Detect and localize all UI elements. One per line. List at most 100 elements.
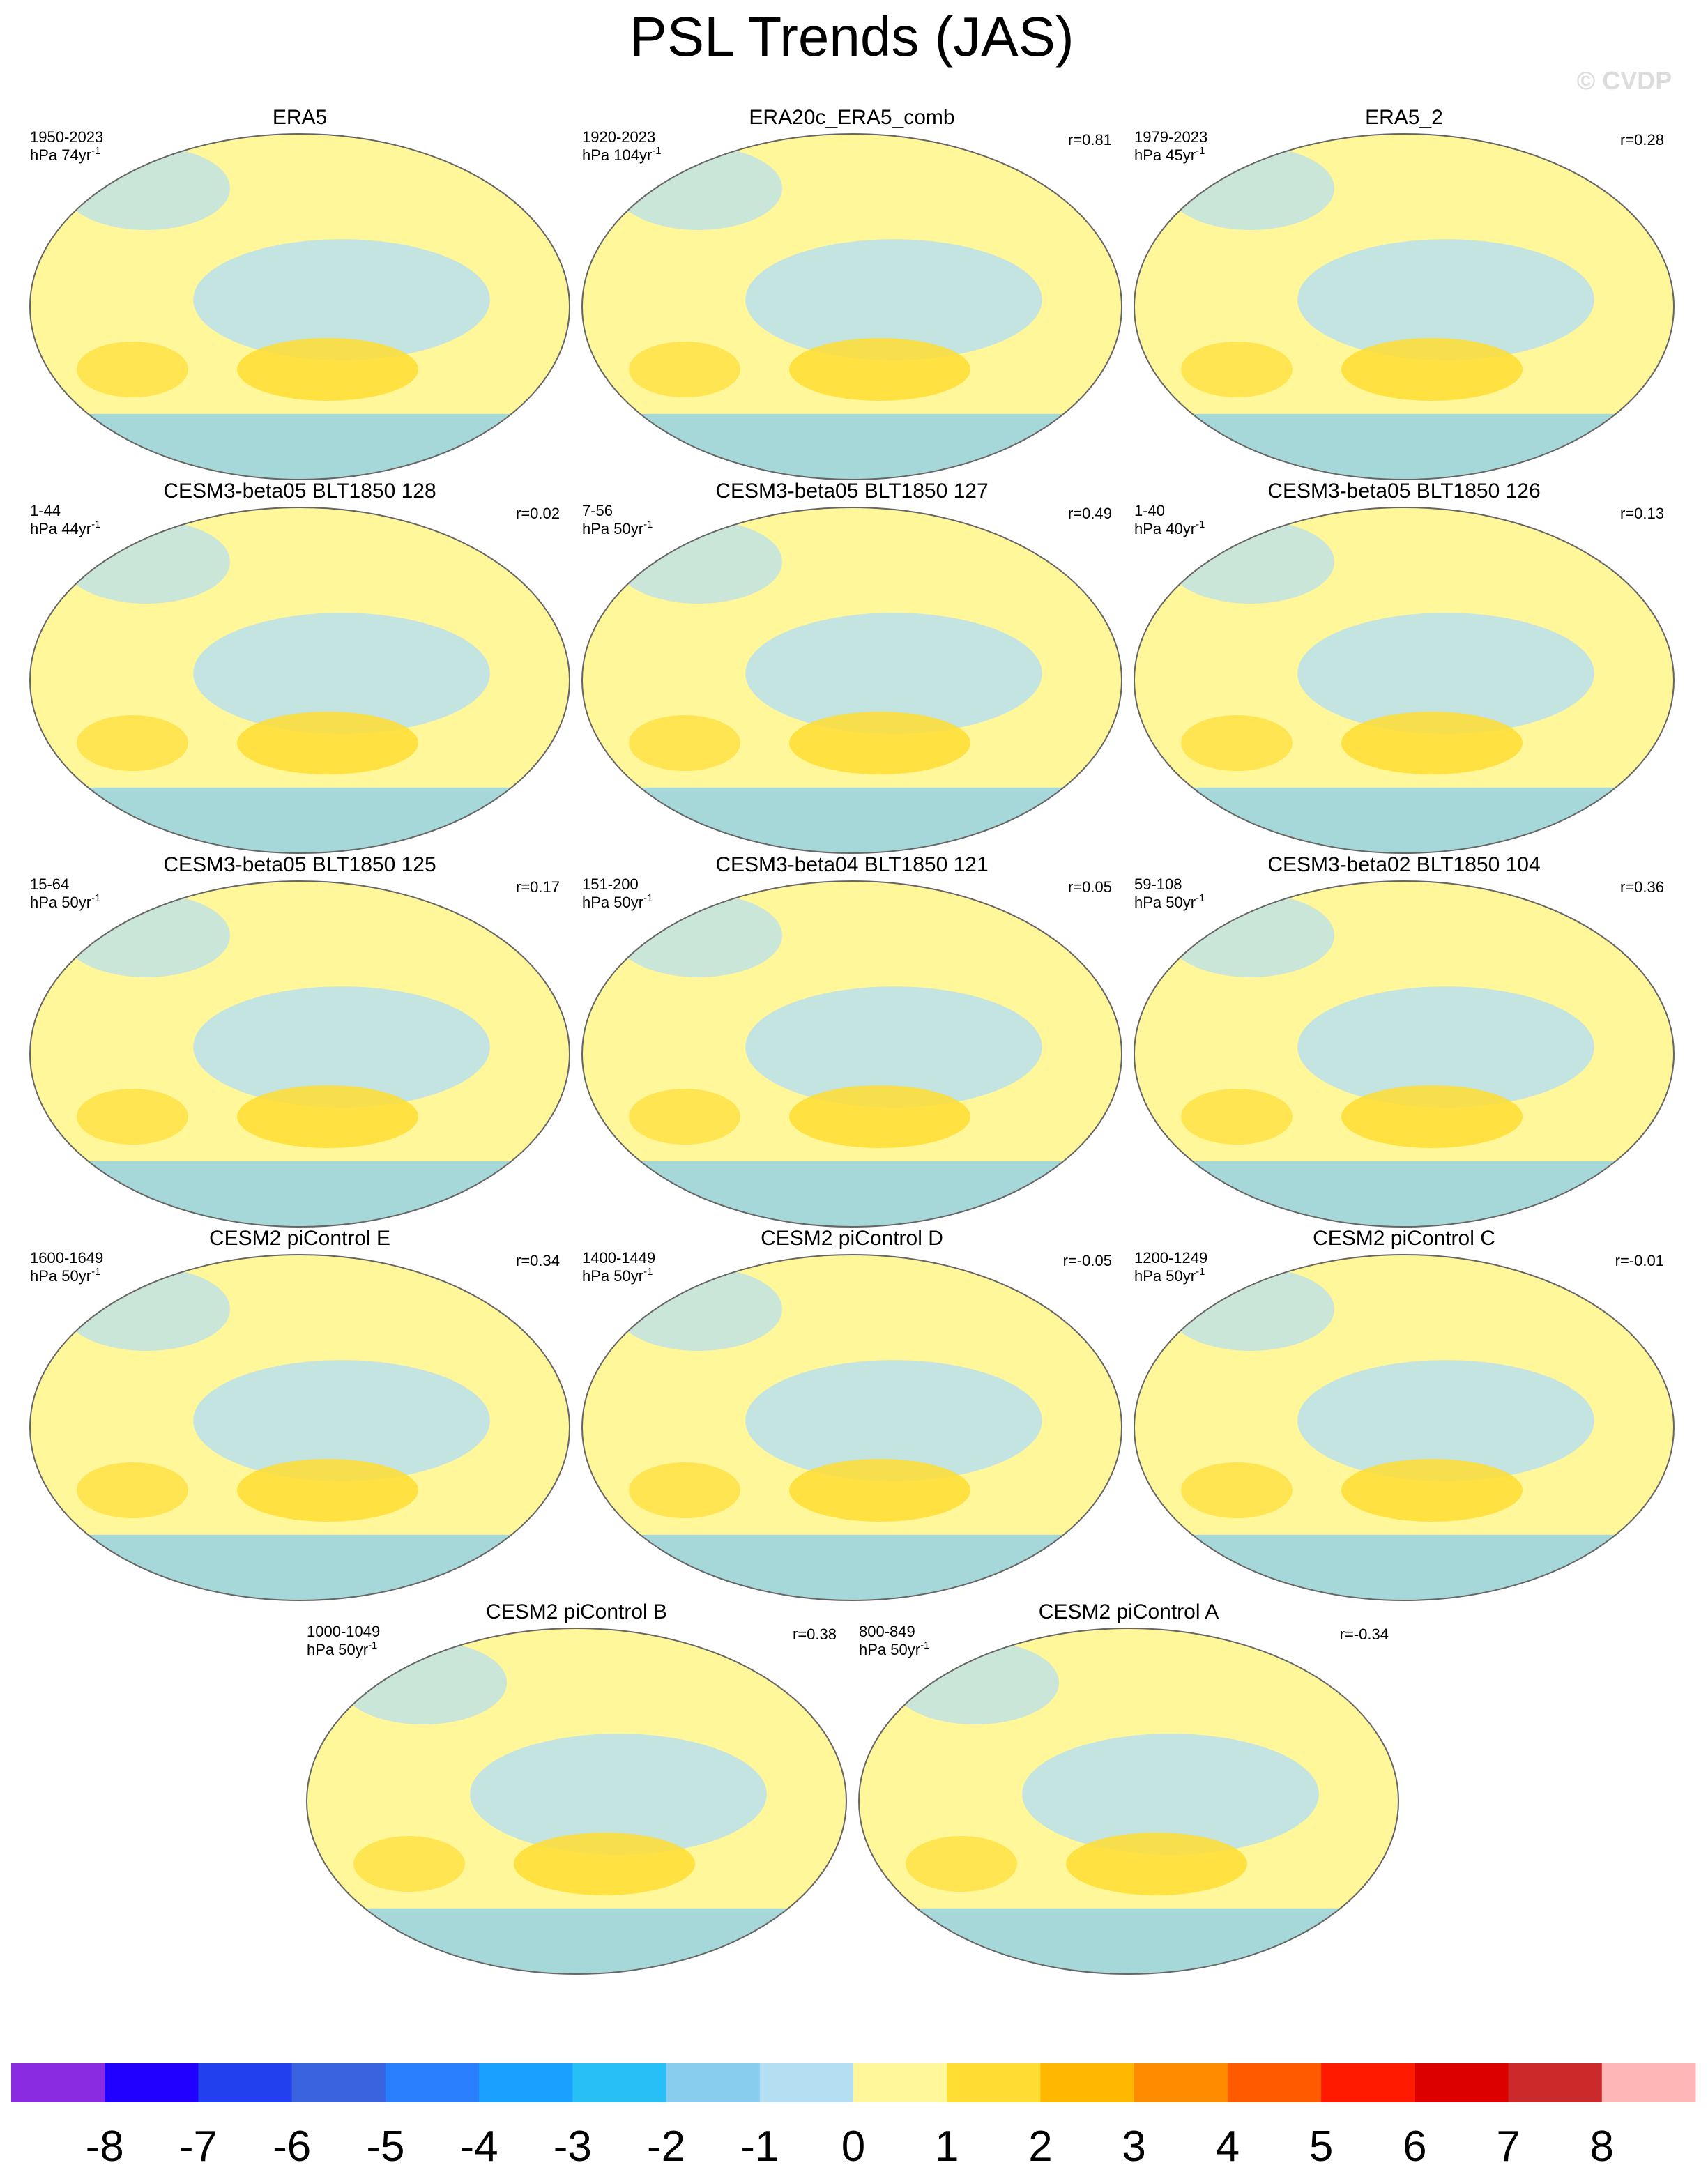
colorbar-box: [479, 2063, 573, 2102]
map-shade: [789, 1459, 970, 1522]
units-text: hPa 50yr: [582, 1267, 643, 1285]
units-label: hPa 74yr-1: [30, 145, 100, 164]
correlation-label: r=0.05: [1068, 878, 1112, 896]
colorbar-tick-label: 8: [1590, 2123, 1614, 2171]
map: [582, 1255, 1122, 1600]
map-shade: [307, 1908, 846, 1974]
map-outline: [29, 1254, 570, 1601]
colorbar-tick-label: -8: [86, 2123, 124, 2171]
period-label: 800-849: [859, 1623, 915, 1640]
colorbar-box: [1227, 2063, 1322, 2102]
map-shade: [353, 1836, 465, 1892]
map-outline: [1134, 133, 1675, 480]
colorbar-box: [1508, 2063, 1603, 2102]
units-sup: -1: [91, 1266, 100, 1278]
panel-title: ERA20c_ERA5_comb: [749, 106, 954, 129]
colorbar-box: [1601, 2063, 1696, 2102]
colorbar-tick-label: -7: [179, 2123, 218, 2171]
map-outline: [858, 1628, 1399, 1975]
correlation-label: r=0.17: [516, 878, 560, 896]
panel-title: ERA5_2: [1365, 106, 1443, 129]
correlation-label: r=-0.05: [1063, 1252, 1112, 1269]
colorbar-box: [385, 2063, 480, 2102]
units-sup: -1: [91, 519, 100, 530]
map-shade: [745, 1360, 1042, 1481]
map: [30, 1255, 570, 1600]
map-shade: [1181, 715, 1293, 771]
units-label: hPa 50yr-1: [859, 1639, 929, 1658]
map-shade: [1066, 1833, 1247, 1895]
map: [859, 1628, 1398, 1974]
map-outline: [1134, 507, 1675, 854]
map-shade: [1297, 239, 1594, 360]
colorbar-tick-label: -2: [647, 2123, 685, 2171]
map: [582, 507, 1122, 853]
units-text: hPa 50yr: [30, 894, 91, 911]
map-shade: [237, 712, 418, 774]
map-shade: [77, 1089, 188, 1145]
map-shade: [77, 715, 188, 771]
colorbar-box: [1040, 2063, 1135, 2102]
map-outline: [581, 507, 1122, 854]
colorbar-box: [572, 2063, 667, 2102]
map-shade: [237, 1085, 418, 1148]
map-shade: [1341, 338, 1523, 401]
period-label: 1600-1649: [30, 1249, 103, 1267]
map-shade: [1341, 1085, 1523, 1148]
units-sup: -1: [368, 1639, 377, 1651]
map: [307, 1628, 846, 1974]
units-label: hPa 50yr-1: [582, 1266, 653, 1285]
colorbar-tick-label: -1: [740, 2123, 779, 2171]
colorbar-box: [666, 2063, 761, 2102]
map-shade: [629, 1462, 740, 1518]
units-label: hPa 45yr-1: [1134, 145, 1205, 164]
colorbar-box: [947, 2063, 1041, 2102]
map-shade: [745, 613, 1042, 734]
map-shade: [789, 338, 970, 401]
map-shade: [237, 1459, 418, 1522]
map-shade: [629, 715, 740, 771]
units-text: hPa 40yr: [1134, 520, 1196, 537]
map-outline: [1134, 1254, 1675, 1601]
figure-title: PSL Trends (JAS): [630, 6, 1074, 68]
correlation-label: r=0.81: [1068, 131, 1112, 148]
map-shade: [1181, 1089, 1293, 1145]
watermark: © CVDP: [1577, 66, 1672, 95]
period-label: 15-64: [30, 875, 69, 893]
units-sup: -1: [1196, 892, 1205, 904]
units-sup: -1: [91, 145, 100, 157]
units-text: hPa 44yr: [30, 520, 91, 537]
colorbar-tick-label: 3: [1122, 2123, 1145, 2171]
units-label: hPa 50yr-1: [30, 1266, 100, 1285]
colorbar-box: [11, 2063, 105, 2102]
colorbar-tick-label: 5: [1309, 2123, 1333, 2171]
units-label: hPa 50yr-1: [582, 892, 653, 911]
colorbar-box: [759, 2063, 854, 2102]
correlation-label: r=0.36: [1620, 878, 1664, 896]
map-shade: [77, 342, 188, 397]
period-label: 1-44: [30, 502, 61, 519]
panel-title: CESM2 piControl C: [1313, 1227, 1495, 1250]
colorbar-box: [1134, 2063, 1228, 2102]
correlation-label: r=-0.34: [1340, 1626, 1389, 1643]
period-label: 7-56: [582, 502, 613, 519]
map-shade: [745, 239, 1042, 360]
panel-title: CESM2 piControl A: [1039, 1600, 1219, 1623]
map-shade: [1341, 712, 1523, 774]
units-sup: -1: [920, 1639, 929, 1651]
map: [582, 881, 1122, 1227]
period-label: 1-40: [1134, 502, 1165, 519]
map-outline: [1134, 880, 1675, 1228]
correlation-label: r=0.49: [1068, 505, 1112, 522]
map-shade: [470, 1734, 767, 1855]
panel-title: CESM3-beta02 BLT1850 104: [1267, 853, 1540, 876]
units-label: hPa 104yr-1: [582, 145, 662, 164]
units-text: hPa 74yr: [30, 146, 91, 164]
units-sup: -1: [652, 145, 661, 157]
map-shade: [193, 1360, 490, 1481]
units-sup: -1: [643, 892, 653, 904]
units-sup: -1: [1196, 1266, 1205, 1278]
map-shade: [629, 342, 740, 397]
